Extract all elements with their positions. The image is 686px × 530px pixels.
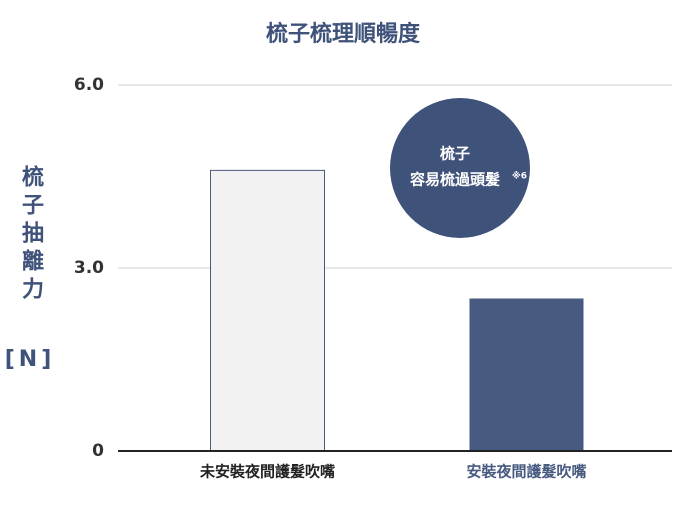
x-tick-label: 未安裝夜間護髮吹嘴	[199, 463, 335, 481]
annotation-circle	[390, 98, 530, 238]
y-tick-label: 0	[92, 441, 104, 461]
x-tick-label: 安裝夜間護髮吹嘴	[466, 463, 586, 481]
annotation-text: 梳子	[440, 145, 470, 163]
bar	[210, 169, 325, 452]
y-axis-label: 梳子抽離力	[18, 164, 44, 305]
y-tick-label: 6.0	[74, 75, 104, 95]
annotation-note: ※6	[512, 171, 527, 182]
bar	[469, 298, 584, 451]
y-tick-label: 3.0	[74, 258, 104, 278]
chart-title: 梳子梳理順暢度	[266, 21, 421, 47]
annotation-text: 容易梳過頭髮	[409, 171, 500, 189]
y-axis-unit: [N]	[5, 347, 56, 372]
